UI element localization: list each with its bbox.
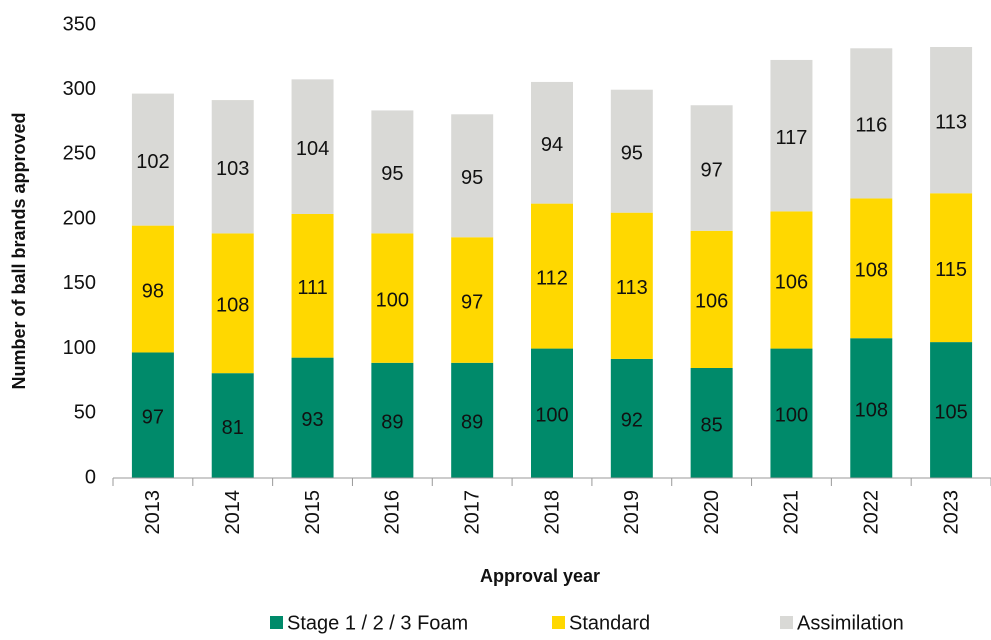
bar-segment	[371, 362, 414, 478]
x-tick-label: 2016	[382, 490, 404, 535]
data-label: 108	[855, 260, 888, 282]
bar-segment	[211, 100, 254, 234]
data-label: 111	[297, 277, 327, 299]
bar-segment	[211, 233, 254, 374]
data-label: 104	[296, 138, 329, 160]
bar-segment	[850, 48, 893, 199]
data-label: 115	[935, 259, 967, 281]
bar-segment	[770, 211, 813, 349]
data-label: 97	[142, 407, 164, 429]
data-label: 95	[621, 142, 643, 164]
x-axis-label: Approval year	[480, 566, 600, 586]
data-label: 98	[142, 280, 164, 302]
bar-segment	[531, 81, 573, 204]
data-label: 97	[701, 159, 723, 181]
bar-segment	[371, 110, 414, 234]
data-label: 85	[701, 414, 723, 436]
bar-segment	[690, 230, 733, 368]
bar-segment	[131, 352, 174, 478]
data-label: 116	[855, 115, 887, 137]
x-tick-label: 2018	[541, 490, 563, 535]
bar-segment	[930, 193, 973, 343]
x-tick-label: 2023	[940, 490, 962, 535]
data-label: 100	[535, 405, 568, 427]
data-label: 108	[216, 295, 249, 317]
legend-label: Assimilation	[797, 612, 904, 634]
bar-segment	[451, 237, 494, 363]
y-tick-label: 300	[63, 78, 96, 100]
y-tick-label: 350	[63, 13, 96, 35]
data-label: 102	[136, 151, 169, 173]
data-label: 95	[381, 163, 403, 185]
y-axis-label: Number of ball brands approved	[9, 112, 29, 389]
x-tick-label: 2014	[222, 490, 244, 535]
bar-segment	[211, 373, 254, 478]
bar-segment	[930, 47, 973, 194]
bar-segment	[451, 362, 494, 478]
data-label: 105	[934, 401, 967, 423]
data-label: 108	[855, 399, 888, 421]
data-label: 89	[381, 412, 403, 434]
legend-swatch	[780, 616, 793, 629]
bar-segment	[850, 198, 893, 339]
bar-segment	[291, 357, 334, 478]
x-tick-label: 2020	[701, 490, 723, 535]
bar-segment	[610, 89, 653, 213]
y-tick-label: 200	[63, 207, 96, 229]
bar-segment	[531, 348, 573, 478]
data-label: 95	[461, 167, 483, 189]
x-tick-label: 2013	[142, 490, 164, 535]
data-label: 103	[216, 158, 249, 180]
x-tick-label: 2017	[461, 490, 483, 535]
y-tick-label: 150	[63, 272, 96, 294]
data-label: 106	[695, 291, 728, 313]
data-label: 92	[621, 410, 643, 432]
bar-segment	[291, 79, 334, 214]
bar-segment	[770, 348, 813, 478]
bar-segment	[371, 233, 414, 363]
bar-segment	[690, 367, 733, 478]
x-tick-label: 2021	[781, 490, 803, 535]
bar-segment	[531, 203, 573, 349]
data-label: 81	[222, 417, 244, 439]
data-label: 100	[775, 405, 808, 427]
data-label: 106	[775, 271, 808, 293]
y-tick-label: 50	[74, 402, 96, 424]
bar-segment	[770, 59, 813, 212]
legend-swatch	[270, 616, 283, 629]
legend-swatch	[552, 616, 565, 629]
data-label: 97	[461, 291, 483, 313]
bar-segment	[610, 212, 653, 359]
data-label: 113	[935, 111, 967, 133]
x-tick-label: 2015	[302, 490, 324, 535]
x-tick-label: 2022	[861, 490, 883, 535]
y-tick-label: 250	[63, 143, 96, 165]
bar-segment	[690, 105, 733, 231]
bar-segment	[131, 225, 174, 353]
bar-segment	[291, 213, 334, 358]
data-label: 100	[376, 289, 409, 311]
data-label: 94	[541, 134, 563, 156]
data-label: 89	[461, 412, 483, 434]
y-tick-label: 100	[63, 337, 96, 359]
legend-label: Stage 1 / 2 / 3 Foam	[287, 612, 468, 634]
data-label: 112	[536, 267, 568, 289]
bar-segment	[850, 338, 893, 478]
bar-segment	[930, 342, 973, 478]
bar-segment	[610, 358, 653, 478]
data-label: 93	[301, 409, 323, 431]
data-label: 117	[776, 127, 808, 149]
x-tick-label: 2019	[621, 490, 643, 535]
bar-segment	[131, 93, 174, 226]
legend-label: Standard	[569, 612, 650, 634]
data-label: 113	[616, 277, 648, 299]
y-tick-label: 0	[85, 466, 96, 488]
bar-segment	[451, 114, 494, 238]
